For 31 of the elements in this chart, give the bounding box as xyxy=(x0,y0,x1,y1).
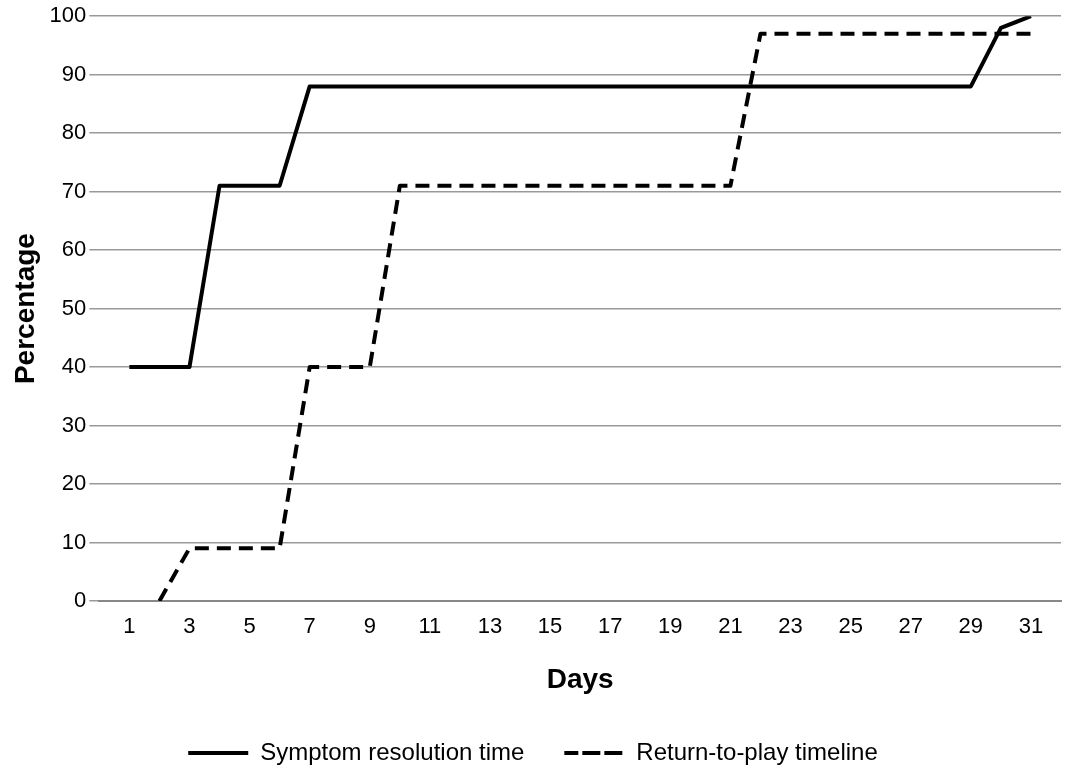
legend-label: Return-to-play timeline xyxy=(636,737,878,765)
x-tick-label: 5 xyxy=(243,613,256,639)
y-tick-label: 0 xyxy=(74,587,87,613)
x-tick-label: 15 xyxy=(537,613,563,639)
x-axis-title: Days xyxy=(546,662,614,694)
y-tick-label: 70 xyxy=(61,177,87,203)
y-tick-label: 60 xyxy=(61,236,87,262)
y-tick-label: 90 xyxy=(61,60,87,86)
x-tick-label: 29 xyxy=(958,613,984,639)
x-tick-label: 17 xyxy=(597,613,623,639)
x-tick-label: 13 xyxy=(477,613,503,639)
x-tick-label: 25 xyxy=(838,613,863,639)
y-axis-title: Percentage xyxy=(8,233,40,385)
y-tick-label: 10 xyxy=(61,528,87,554)
x-tick-label: 9 xyxy=(363,613,376,639)
y-tick-label: 100 xyxy=(49,2,87,28)
y-tick-label: 40 xyxy=(61,353,87,379)
x-tick-label: 19 xyxy=(658,613,683,639)
legend-label: Symptom resolution time xyxy=(260,737,525,765)
y-tick-label: 80 xyxy=(61,119,87,145)
x-tick-label: 31 xyxy=(1018,613,1044,639)
x-tick-label: 21 xyxy=(718,613,743,639)
x-tick-label: 3 xyxy=(183,613,196,639)
x-tick-label: 7 xyxy=(303,613,316,639)
x-tick-label: 1 xyxy=(123,613,136,639)
y-tick-label: 30 xyxy=(61,411,87,437)
x-tick-label: 11 xyxy=(418,613,442,639)
y-tick-label: 50 xyxy=(61,294,87,320)
y-tick-label: 20 xyxy=(61,470,87,496)
x-tick-label: 27 xyxy=(898,613,923,639)
x-tick-label: 23 xyxy=(778,613,803,639)
